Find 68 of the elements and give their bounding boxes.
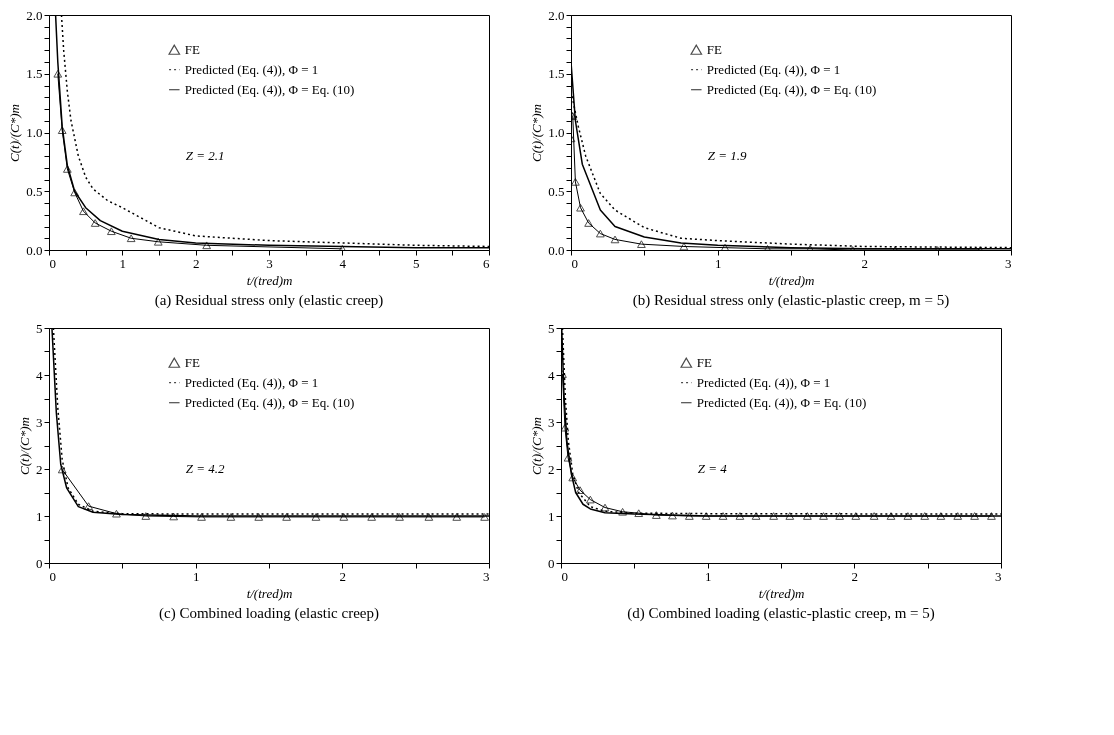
- x-tick-label: 1: [714, 255, 722, 271]
- legend-label: Predicted (Eq. (4)), Φ = Eq. (10): [696, 394, 867, 410]
- y-axis-title: C(t)/(C*)m: [17, 417, 32, 475]
- x-axis-title: t/(tred)m: [758, 585, 805, 601]
- y-tick-label: 1: [548, 508, 555, 524]
- legend-label: Predicted (Eq. (4)), Φ = 1: [184, 374, 319, 390]
- annotation: Z = 4: [697, 461, 728, 476]
- y-tick-label: 0.5: [548, 183, 565, 199]
- x-tick-label: 2: [339, 568, 347, 584]
- y-tick-label: 4: [36, 367, 43, 383]
- y-tick-label: 0: [548, 555, 555, 571]
- y-tick-label: 2: [548, 461, 555, 477]
- x-tick-label: 4: [339, 255, 347, 271]
- y-tick-label: 0.0: [26, 242, 43, 258]
- x-axis-title: t/(tred)m: [768, 272, 815, 288]
- text: (a) Residual stress only (elastic creep): [154, 292, 384, 309]
- y-tick-label: 0.0: [548, 242, 565, 258]
- y-axis-title: C(t)/(C*)m: [529, 417, 544, 475]
- y-tick-label: 2.0: [548, 7, 565, 23]
- legend-label: Predicted (Eq. (4)), Φ = Eq. (10): [184, 81, 355, 97]
- x-tick-label: 2: [192, 255, 200, 271]
- text: (d) Combined loading (elastic-plastic creep, m = 5): [627, 605, 935, 622]
- y-tick-label: 1.5: [26, 66, 43, 82]
- y-axis-title: C(t)/(C*)m: [7, 104, 23, 162]
- annotation: Z = 1.9: [707, 148, 748, 163]
- y-tick-label: 3: [548, 414, 555, 430]
- y-tick-label: 4: [548, 367, 555, 383]
- y-tick-label: 2: [36, 461, 43, 477]
- legend-label: Predicted (Eq. (4)), Φ = Eq. (10): [706, 81, 877, 97]
- legend-label: FE: [184, 41, 201, 57]
- x-tick-label: 3: [1005, 255, 1012, 271]
- x-tick-label: 3: [995, 568, 1002, 584]
- legend-label: Predicted (Eq. (4)), Φ = 1: [706, 61, 841, 77]
- x-tick-label: 1: [704, 568, 712, 584]
- y-tick-label: 0: [36, 555, 43, 571]
- legend-label: Predicted (Eq. (4)), Φ = 1: [184, 61, 319, 77]
- x-tick-label: 2: [851, 568, 859, 584]
- y-tick-label: 5: [36, 320, 43, 336]
- y-tick-label: 1: [36, 508, 43, 524]
- y-tick-label: 0.5: [26, 183, 43, 199]
- x-tick-label: 0: [49, 568, 56, 584]
- y-tick-label: 1.5: [548, 66, 565, 82]
- legend-label: FE: [184, 354, 201, 370]
- y-tick-label: 2.0: [26, 7, 43, 23]
- x-tick-label: 6: [483, 255, 490, 271]
- x-tick-label: 5: [412, 255, 420, 271]
- y-tick-label: 5: [548, 320, 555, 336]
- x-tick-label: 1: [192, 568, 200, 584]
- x-tick-label: 0: [49, 255, 56, 271]
- x-axis-title: t/(tred)m: [246, 272, 293, 288]
- annotation: Z = 2.1: [185, 148, 225, 163]
- x-tick-label: 3: [483, 568, 490, 584]
- legend-label: Predicted (Eq. (4)), Φ = Eq. (10): [184, 394, 355, 410]
- text: (b) Residual stress only (elastic-plastic creep, m = 5): [632, 292, 950, 309]
- y-tick-label: 3: [36, 414, 43, 430]
- x-tick-label: 0: [571, 255, 578, 271]
- y-axis-title: C(t)/(C*)m: [529, 104, 545, 162]
- x-tick-label: 2: [861, 255, 869, 271]
- legend-label: FE: [706, 41, 723, 57]
- x-axis-title: t/(tred)m: [246, 585, 293, 601]
- y-tick-label: 1.0: [26, 125, 43, 140]
- text: (c) Combined loading (elastic creep): [159, 605, 379, 622]
- annotation: Z = 4.2: [185, 461, 226, 476]
- x-tick-label: 1: [119, 255, 127, 271]
- legend-label: Predicted (Eq. (4)), Φ = 1: [696, 374, 831, 390]
- y-tick-label: 1.0: [548, 125, 565, 140]
- legend-label: FE: [696, 354, 713, 370]
- x-tick-label: 3: [266, 255, 273, 271]
